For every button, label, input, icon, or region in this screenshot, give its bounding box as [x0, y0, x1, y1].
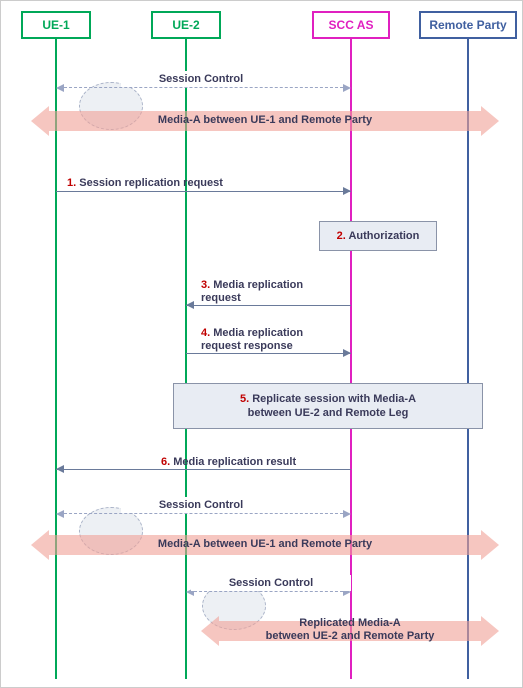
participant-remote: Remote Party [419, 11, 517, 39]
media-arrow-label: Media-A between UE-1 and Remote Party [49, 538, 481, 551]
participant-ue2: UE-2 [151, 11, 221, 39]
arrowhead-right-icon [343, 187, 351, 195]
lifeline-ue1 [55, 39, 57, 679]
arrowhead-left-icon [56, 465, 64, 473]
media-arrow: Media-A between UE-1 and Remote Party [49, 111, 481, 131]
session-control-line [64, 513, 343, 514]
session-control-label: Session Control [191, 575, 351, 591]
message-label: 4. Media replicationrequest response [201, 327, 341, 353]
participant-scc: SCC AS [312, 11, 390, 39]
session-control-label: Session Control [121, 71, 281, 87]
arrowhead-left-icon [186, 301, 194, 309]
media-arrow-label: Media-A between UE-1 and Remote Party [49, 114, 481, 127]
media-arrow: Replicated Media-Abetween UE-2 and Remot… [219, 621, 481, 641]
message-label: 1. Session replication request [67, 177, 287, 190]
lifeline-remote [467, 39, 469, 679]
participant-ue1: UE-1 [21, 11, 91, 39]
session-control-line [194, 591, 343, 592]
session-control-label: Session Control [121, 497, 281, 513]
message-label: 3. Media replicationrequest [201, 279, 341, 305]
media-arrow-label: Replicated Media-Abetween UE-2 and Remot… [219, 617, 481, 643]
message-label: 6. Media replication result [161, 456, 341, 469]
message-arrow [56, 191, 351, 192]
session-control-line [64, 87, 343, 88]
ref-box: 2. Authorization [319, 221, 437, 251]
sequence-diagram: UE-1 UE-2 SCC AS Remote Party Session Contro… [0, 0, 523, 688]
lifeline-ue2 [185, 39, 187, 679]
media-arrow: Media-A between UE-1 and Remote Party [49, 535, 481, 555]
ref-box: 5. Replicate session with Media-Abetween… [173, 383, 483, 429]
arrowhead-right-icon [343, 349, 351, 357]
